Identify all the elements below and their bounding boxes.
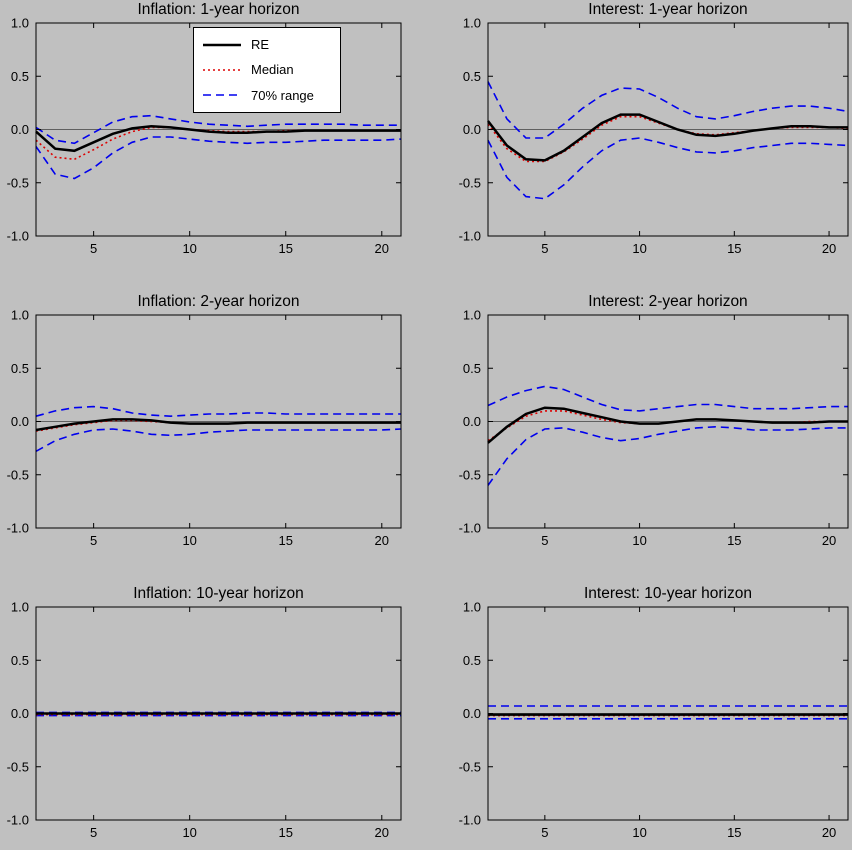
- tick-label: 15: [727, 241, 741, 256]
- tick-label: 20: [375, 241, 389, 256]
- chart-title-interest-1yr: Interest: 1-year horizon: [588, 1, 748, 18]
- tick-label: 10: [182, 825, 196, 840]
- series-70-range-upper: [487, 385, 848, 412]
- series-70-range-lower: [487, 425, 848, 486]
- tick-label: 5: [90, 241, 97, 256]
- 70-range-sample-svg: [203, 94, 241, 97]
- tick-label: 15: [727, 825, 741, 840]
- series-70-range-upper: [487, 81, 849, 139]
- legend: RE Median 70% range: [193, 27, 341, 113]
- tick-label: 0.0: [11, 414, 29, 429]
- series-median: [487, 115, 849, 163]
- plot-area-inflation-2yr: 5 10 15 20 -1.0 -0.5 0.0 0.5 1.0: [7, 308, 402, 548]
- plot-area-inflation-1yr: 5 10 15 20 -1.0 -0.5 0.0 0.5 1.0: [7, 16, 402, 256]
- tick-label: -0.5: [7, 175, 29, 190]
- series-70-range-upper: [35, 405, 401, 418]
- range-line-sample-icon: [202, 89, 242, 101]
- legend-label-median: Median: [251, 62, 294, 78]
- tick-label: 0.5: [463, 69, 481, 84]
- tick-label: -0.5: [459, 467, 481, 482]
- tick-label: 10: [632, 825, 646, 840]
- tick-label: -1.0: [7, 229, 29, 244]
- chart-title-inflation-1yr: Inflation: 1-year horizon: [137, 1, 300, 18]
- tick-label: 10: [182, 241, 196, 256]
- tick-label: 1.0: [11, 308, 29, 323]
- tick-label: -1.0: [459, 229, 481, 244]
- legend-entry-70-range: 70% range: [202, 83, 334, 107]
- plot-area-inflation-10yr: 5 10 15 20 -1.0 -0.5 0.0 0.5 1.0: [7, 600, 402, 840]
- re-line-sample-icon: [202, 39, 242, 51]
- tick-label: 0.5: [463, 361, 481, 376]
- tick-label: -1.0: [7, 813, 29, 828]
- tick-label: 0.0: [463, 706, 481, 721]
- tick-label: 10: [632, 533, 646, 548]
- re-sample-svg: [203, 43, 241, 46]
- tick-label: 0.0: [11, 706, 29, 721]
- tick-label: -0.5: [459, 175, 481, 190]
- plot-area-interest-10yr: 5 10 15 20 -1.0 -0.5 0.0 0.5 1.0: [459, 600, 849, 840]
- plot-area-interest-1yr: 5 10 15 20 -1.0 -0.5 0.0 0.5 1.0: [459, 16, 849, 256]
- series-70-range-lower: [35, 136, 402, 180]
- tick-label: 5: [90, 533, 97, 548]
- tick-label: -1.0: [7, 521, 29, 536]
- tick-label: 1.0: [11, 16, 29, 31]
- chart-title-interest-2yr: Interest: 2-year horizon: [588, 293, 748, 310]
- tick-label: 15: [727, 533, 741, 548]
- tick-label: -1.0: [459, 813, 481, 828]
- tick-label: 0.0: [463, 414, 481, 429]
- tick-label: 1.0: [463, 308, 481, 323]
- series-70-range-upper: [35, 114, 401, 145]
- median-sample-svg: [203, 69, 241, 71]
- tick-label: 20: [822, 241, 836, 256]
- tick-label: 5: [541, 533, 548, 548]
- legend-label-70-range: 70% range: [251, 87, 314, 103]
- series-70-range-lower: [35, 428, 402, 453]
- tick-label: 5: [90, 825, 97, 840]
- legend-entry-median: Median: [202, 58, 334, 82]
- tick-label: -1.0: [459, 521, 481, 536]
- tick-label: 0.0: [11, 122, 29, 137]
- tick-label: -0.5: [7, 467, 29, 482]
- tick-label: 5: [541, 825, 548, 840]
- tick-label: 1.0: [11, 600, 29, 615]
- series-re: [35, 418, 401, 432]
- tick-label: 0.0: [463, 122, 481, 137]
- tick-label: 0.5: [463, 653, 481, 668]
- tick-label: 0.5: [11, 653, 29, 668]
- series-re: [487, 406, 848, 444]
- tick-label: 1.0: [463, 16, 481, 31]
- series-re: [35, 125, 401, 153]
- tick-label: 0.5: [11, 361, 29, 376]
- series-70-range-lower: [487, 137, 849, 200]
- tick-label: 20: [375, 825, 389, 840]
- tick-label: 15: [279, 241, 293, 256]
- tick-label: 15: [279, 533, 293, 548]
- tick-label: 10: [182, 533, 196, 548]
- plot-area-interest-2yr: 5 10 15 20 -1.0 -0.5 0.0 0.5 1.0: [459, 308, 849, 548]
- tick-label: 20: [822, 533, 836, 548]
- tick-label: 1.0: [463, 600, 481, 615]
- tick-label: 20: [822, 825, 836, 840]
- chart-title-inflation-10yr: Inflation: 10-year horizon: [133, 585, 304, 602]
- series-median: [487, 410, 848, 442]
- tick-label: -0.5: [459, 759, 481, 774]
- median-line-sample-icon: [202, 64, 242, 76]
- series-re: [487, 113, 848, 162]
- legend-label-re: RE: [251, 37, 270, 53]
- tick-label: 15: [279, 825, 293, 840]
- tick-label: 0.5: [11, 69, 29, 84]
- chart-title-inflation-2yr: Inflation: 2-year horizon: [137, 293, 300, 310]
- legend-entry-re: RE: [202, 33, 334, 57]
- tick-label: 20: [375, 533, 389, 548]
- tick-label: 10: [632, 241, 646, 256]
- tick-label: 5: [541, 241, 548, 256]
- chart-title-interest-10yr: Interest: 10-year horizon: [583, 585, 752, 602]
- tick-label: -0.5: [7, 759, 29, 774]
